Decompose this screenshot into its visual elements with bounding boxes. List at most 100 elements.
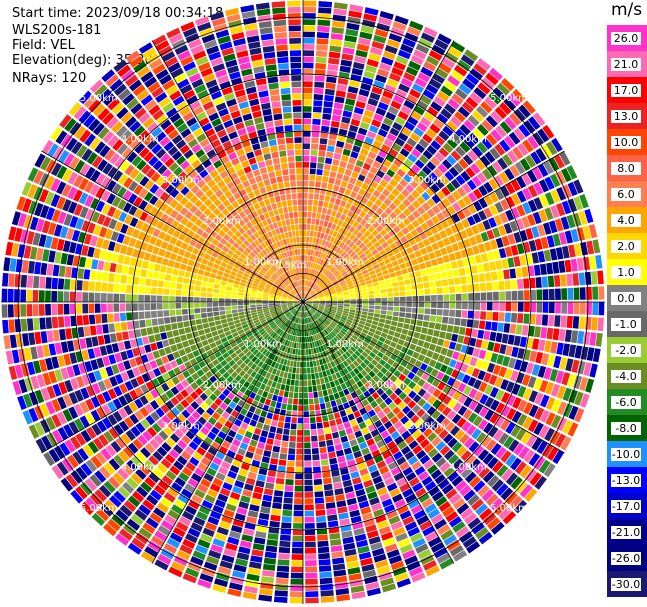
range-gate [272,222,279,229]
range-gate [287,454,295,461]
range-gate [245,411,254,419]
range-gate [122,481,135,494]
range-gate [149,183,160,194]
range-gate [298,392,303,399]
range-gate [74,389,84,402]
range-gate [400,77,413,88]
range-gate [149,400,160,410]
range-gate [293,303,300,305]
range-gate [463,355,472,365]
range-gate [233,163,243,172]
range-gate [268,303,275,306]
range-gate [128,180,139,192]
range-gate [172,229,181,239]
range-gate [282,338,287,345]
range-gate [215,102,227,112]
range-gate [282,293,288,297]
range-gate [108,476,121,489]
range-gate [171,177,181,188]
range-gate [125,134,137,146]
range-gate [276,565,290,572]
range-gate [448,341,457,350]
range-gate [373,333,380,340]
range-gate [328,202,334,210]
range-gate [154,238,163,248]
range-gate [490,497,503,511]
range-gate [151,422,162,434]
range-gate [17,395,27,411]
range-gate [233,38,246,47]
range-gate [355,488,366,497]
range-gate [138,303,145,311]
range-gate [392,348,401,356]
range-gate [45,207,56,221]
range-gate [328,394,335,402]
range-gate [211,251,219,258]
range-gate [118,211,128,223]
range-gate [48,370,58,384]
range-gate [246,125,256,133]
range-gate [142,47,157,60]
range-gate [301,312,303,318]
range-gate [321,239,326,246]
range-gate [435,457,447,468]
range-gate [456,502,470,515]
range-gate [170,188,180,198]
range-gate [307,280,310,287]
range-gate [264,398,272,406]
range-gate [517,413,528,427]
range-gate [334,225,341,232]
range-gate [251,378,258,386]
range-gate [319,274,325,280]
range-gate [266,127,275,135]
range-gate [547,354,556,367]
range-gate [549,368,559,382]
range-gate [237,56,250,65]
range-gate [274,281,280,287]
range-gate [203,39,218,50]
range-gate [442,406,452,417]
range-gate [155,40,170,52]
range-gate [296,287,300,293]
range-gate [198,117,210,127]
range-gate [197,269,205,276]
range-gate [274,590,288,597]
range-gate [233,263,241,270]
range-gate [266,204,273,212]
range-gate [65,474,78,488]
range-gate [428,359,437,368]
range-gate [348,177,357,185]
range-gate [240,320,248,326]
range-gate [305,572,318,579]
range-gate [220,185,229,194]
range-gate [102,271,109,282]
range-gate [305,280,308,286]
range-gate [271,347,277,354]
range-gate [253,280,260,285]
range-gate [126,284,133,294]
range-gate [248,353,255,360]
range-gate [299,293,302,299]
range-gate [382,50,396,60]
range-gate [579,302,586,315]
range-gate [390,416,399,425]
range-gate [195,318,202,325]
range-gate [318,397,325,404]
range-gate [243,299,250,302]
range-gate [206,362,215,370]
range-gate [315,50,328,58]
range-gate [225,146,235,155]
range-gate [192,349,200,358]
range-gate [329,381,336,388]
range-gate [284,272,289,278]
range-gate [515,480,528,494]
range-gate [273,264,279,270]
range-gate [211,17,226,27]
range-gate [371,40,385,50]
range-gate [287,270,292,277]
range-gate [317,309,323,313]
range-gate [397,339,405,346]
range-gate [348,241,355,248]
range-gate [459,531,473,544]
range-gate [288,294,294,298]
